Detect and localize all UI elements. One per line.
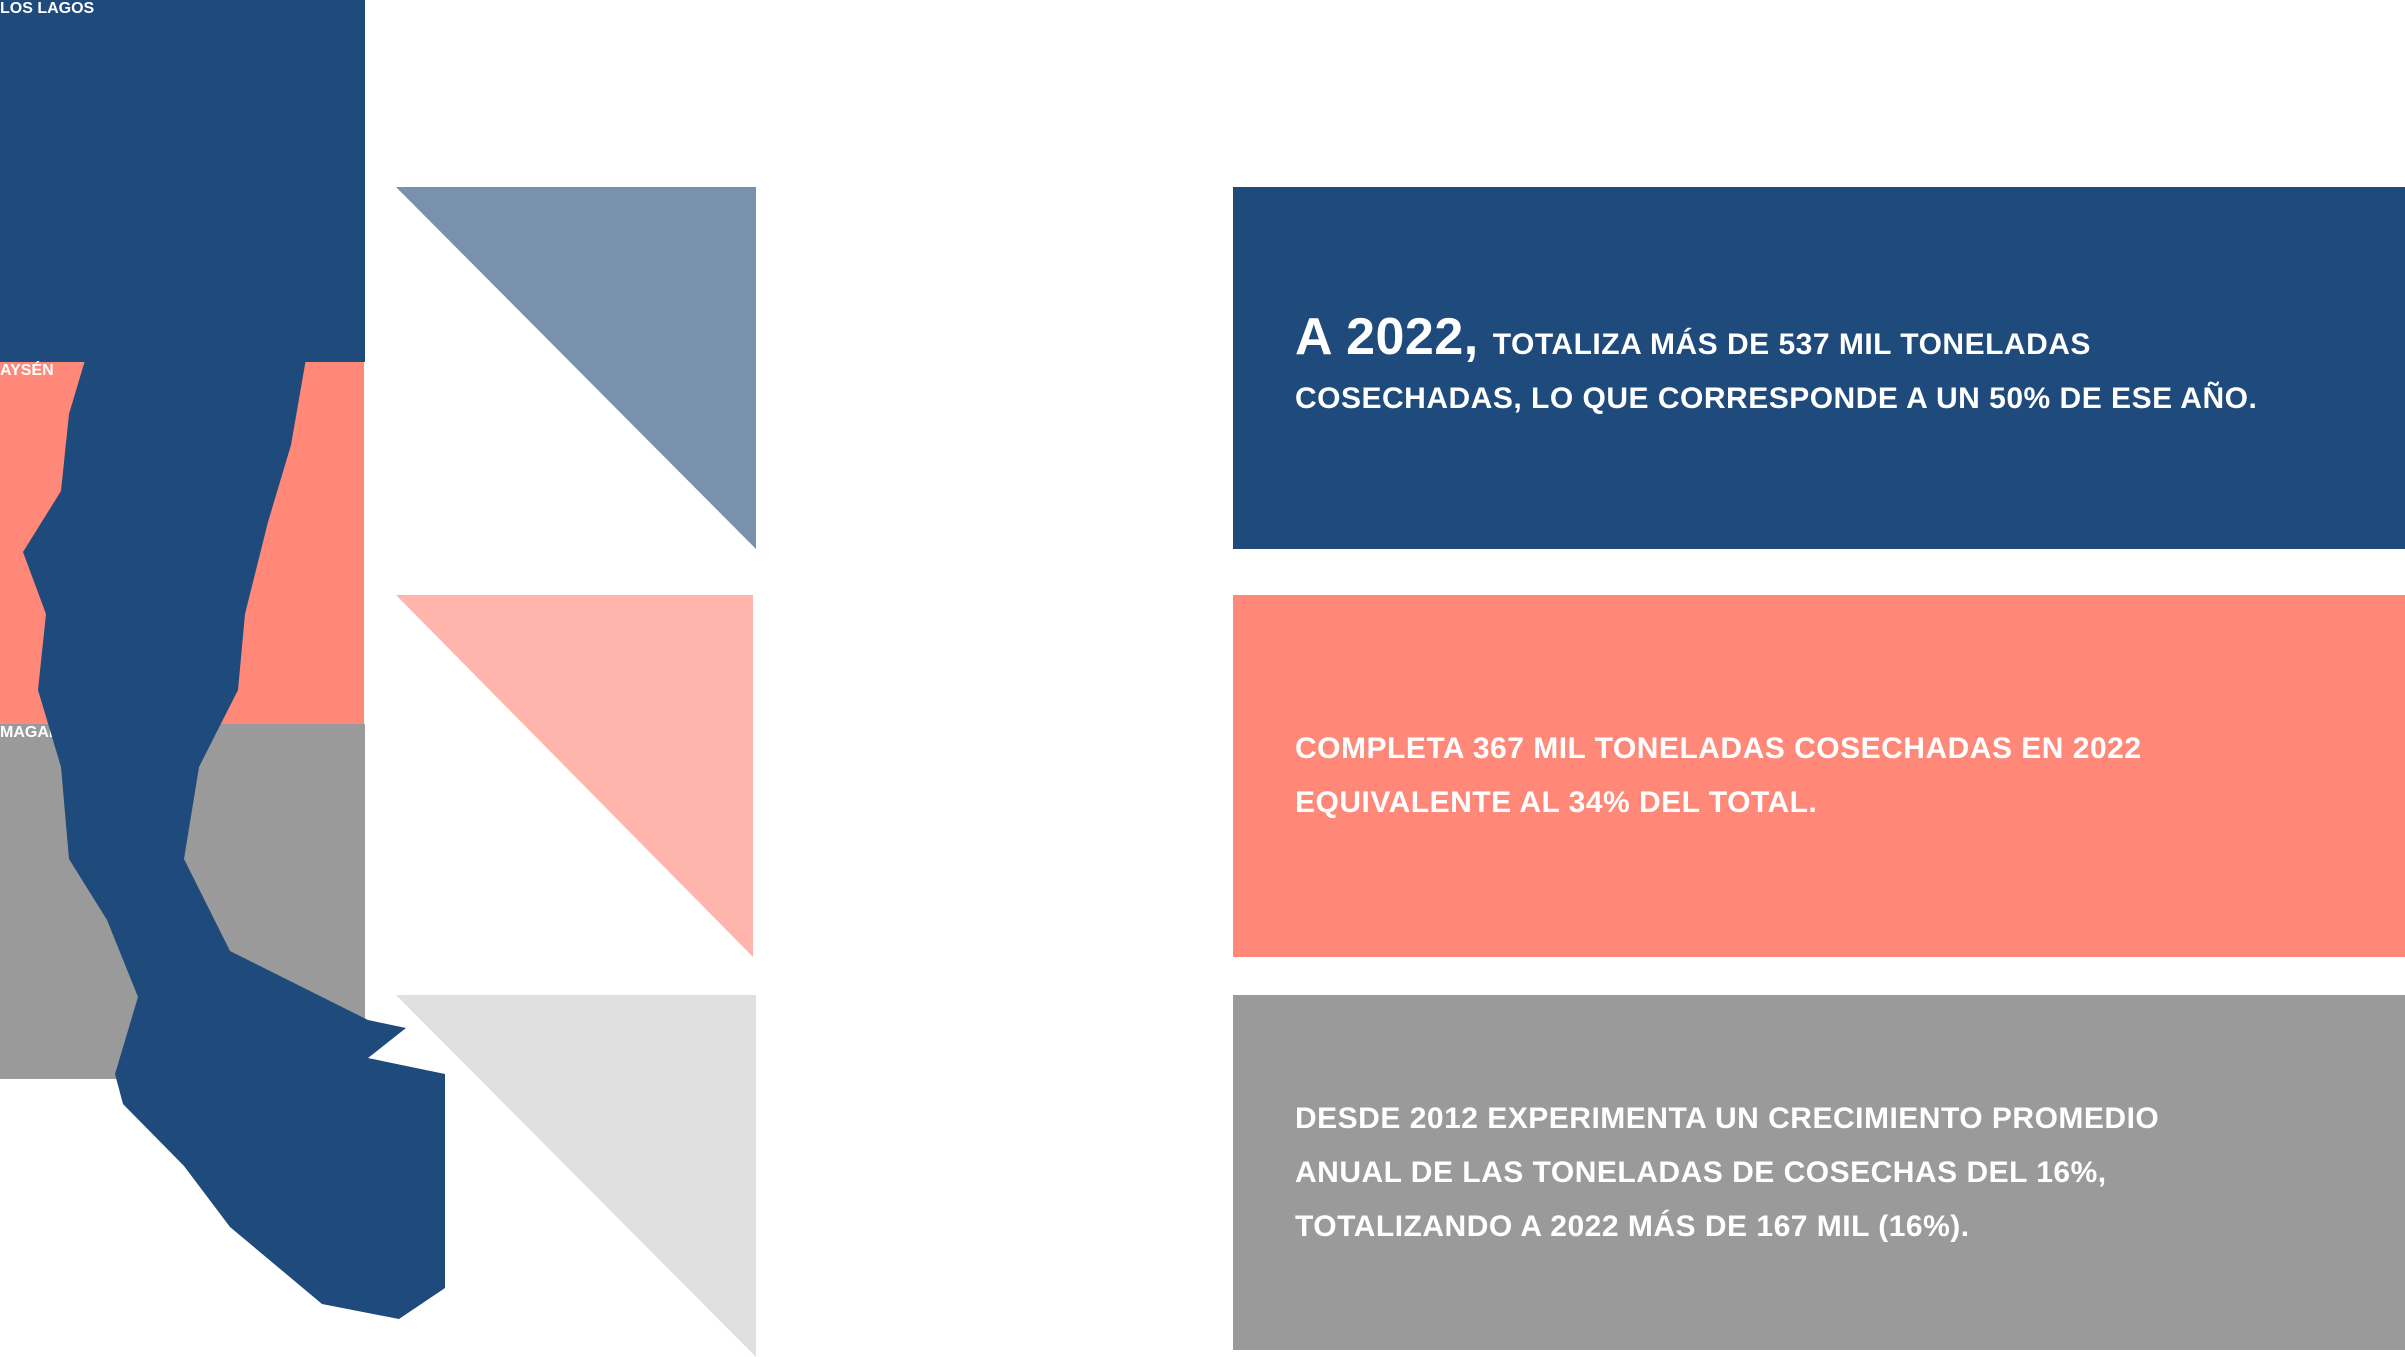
info-line: COMPLETA 367 MIL TONELADAS COSECHADAS EN… [1295,722,2405,776]
info-box: A 2022, TOTALIZA MÁS DE 537 MIL TONELADAS… [1233,187,2405,549]
triangle [396,995,756,1357]
info-text: COSECHADAS, LO QUE CORRESPONDE A UN 50% … [1295,382,2258,415]
triangle-shape [396,187,756,549]
info-line: A 2022, TOTALIZA MÁS DE 537 MIL TONELADAS [1295,310,2405,372]
info-box: DESDE 2012 EXPERIMENTA UN CRECIMIENTO PR… [1233,995,2405,1350]
info-line: EQUIVALENTE AL 34% DEL TOTAL. [1295,776,2405,830]
info-text: TOTALIZA MÁS DE 537 MIL TONELADAS [1492,328,2091,361]
triangle-shape [396,595,753,957]
info-line: TOTALIZANDO A 2022 MÁS DE 167 MIL (16%). [1295,1200,2405,1254]
info-line: ANUAL DE LAS TONELADAS DE COSECHAS DEL 1… [1295,1146,2405,1200]
info-line: COSECHADAS, LO QUE CORRESPONDE A UN 50% … [1295,372,2405,426]
chile-map [23,18,445,1319]
triangle-shape [396,995,756,1357]
info-text: COMPLETA 367 MIL TONELADAS COSECHADAS EN… [1295,732,2142,765]
info-text: EQUIVALENTE AL 34% DEL TOTAL. [1295,786,1818,819]
info-box: COMPLETA 367 MIL TONELADAS COSECHADAS EN… [1233,595,2405,957]
info-lead: A 2022, [1295,308,1479,366]
triangle [396,595,753,957]
info-line: DESDE 2012 EXPERIMENTA UN CRECIMIENTO PR… [1295,1092,2405,1146]
info-text: TOTALIZANDO A 2022 MÁS DE 167 MIL (16%). [1295,1209,1970,1243]
triangle [396,187,756,549]
map [23,18,445,1319]
info-text: DESDE 2012 EXPERIMENTA UN CRECIMIENTO PR… [1295,1101,2160,1135]
info-text: ANUAL DE LAS TONELADAS DE COSECHAS DEL 1… [1295,1155,2107,1189]
